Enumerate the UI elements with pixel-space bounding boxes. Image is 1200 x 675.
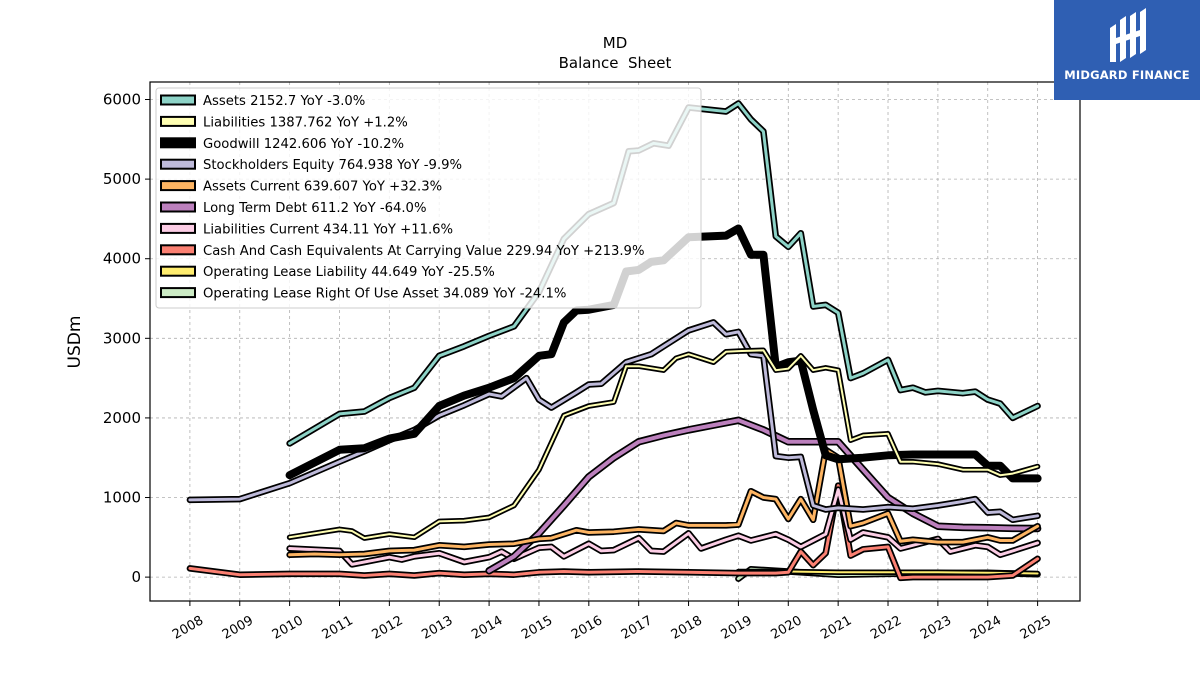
series-line [288,102,1040,445]
y-tick-label: 0 [131,568,141,586]
legend-item: Goodwill 1242.606 YoY -10.2% [160,137,404,152]
legend-label: Liabilities Current 434.11 YoY +11.6% [203,222,453,237]
legend-box [155,87,702,309]
legend-item: Operating Lease Right Of Use Asset 34.08… [160,287,566,302]
legend-item: Long Term Debt 611.2 YoY -64.0% [160,201,426,216]
plot-frame [149,81,1081,602]
legend-item: Assets Current 639.607 YoY +32.3% [160,180,442,195]
series-assets [286,100,1041,447]
legend-swatch [160,244,196,256]
series-lines [186,100,1042,582]
legend-item: Stockholders Equity 764.938 YoY -9.9% [160,158,462,173]
legend-swatch [160,94,196,106]
legend: Assets 2152.7 YoY -3.0% Liabilities 1387.… [155,87,702,309]
series-line [288,448,1040,557]
series-line [188,320,1040,522]
legend-item: Cash And Cash Equivalents At Carrying Va… [160,244,644,259]
legend-label: Cash And Cash Equivalents At Carrying Va… [203,244,644,259]
series-long-term-debt [485,416,1042,575]
y-tick-label: 4000 [103,250,141,268]
y-tick-label: 3000 [103,329,141,347]
y-tick-label: 1000 [103,489,141,507]
legend-label: Long Term Debt 611.2 YoY -64.0% [203,201,426,216]
y-axis-label: USDm [65,316,85,369]
series-liabilities [286,347,1041,541]
chart-subtitle: Balance Sheet [559,54,672,72]
brand-logo: MIDGARD FINANCE [1054,0,1200,100]
legend-label: Assets 2152.7 YoY -3.0% [203,94,365,109]
series-line [487,418,1040,573]
legend-item: Operating Lease Liability 44.649 YoY -25… [160,265,495,280]
chart-title: MD [603,34,628,52]
legend-swatch [160,158,196,170]
legend-label: Operating Lease Right Of Use Asset 34.08… [203,287,566,302]
legend-label: Operating Lease Liability 44.649 YoY -25… [203,265,495,280]
legend-swatch [160,180,196,192]
logo-wordmark: MIDGARD FINANCE [1064,68,1190,82]
series-stockholders-equity [186,319,1041,524]
legend-swatch [160,287,196,299]
y-tick-label: 5000 [103,170,141,188]
y-tick-label: 2000 [103,409,141,427]
legend-label: Stockholders Equity 764.938 YoY -9.9% [203,158,462,173]
midgard-logo-icon [1110,8,1146,62]
series-line [288,488,1040,566]
y-tick-label: 6000 [103,91,141,109]
legend-swatch [160,265,196,277]
legend-item: Liabilities 1387.762 YoY +1.2% [160,115,408,130]
series-line [288,349,1039,540]
series-liabilities-current [286,486,1041,568]
legend-item: Assets 2152.7 YoY -3.0% [160,94,365,109]
legend-swatch [160,115,196,127]
series-cash-and-cash-equivalents-at-carrying-value [186,482,1041,582]
legend-item: Liabilities Current 434.11 YoY +11.6% [160,222,453,237]
legend-label: Liabilities 1387.762 YoY +1.2% [203,115,408,130]
series-assets-current [286,446,1041,559]
legend-label: Goodwill 1242.606 YoY -10.2% [203,137,404,152]
legend-swatch [160,137,196,149]
series-line [188,484,1040,580]
legend-label: Assets Current 639.607 YoY +32.3% [203,180,442,195]
legend-swatch [160,222,196,234]
legend-swatch [160,201,196,213]
